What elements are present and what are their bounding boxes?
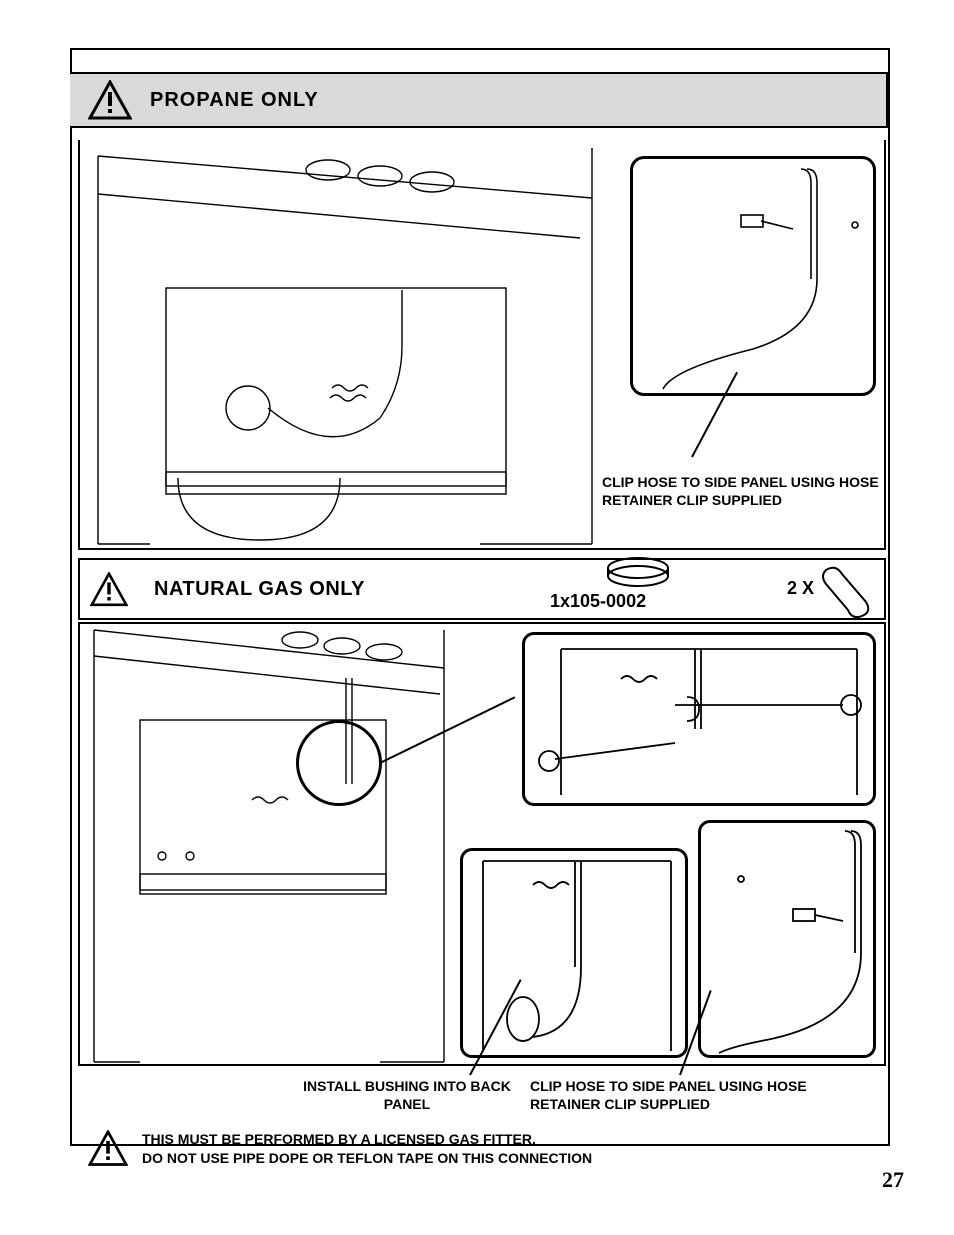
propane-inset-art: [633, 159, 879, 399]
ng-inset-c-art: [701, 823, 879, 1061]
ng-inset-a-art: [525, 635, 879, 809]
propane-banner-title: PROPANE ONLY: [150, 89, 319, 112]
ng-clip-label: CLIP HOSE TO SIDE PANEL USING HOSE RETAI…: [530, 1078, 870, 1113]
ng-detail-inset-clip: [698, 820, 876, 1058]
ng-detail-inset-wrenches: [522, 632, 876, 806]
warning-triangle-icon: [90, 572, 128, 606]
ng-bushing-label: INSTALL BUSHING INTO BACK PANEL: [302, 1078, 512, 1113]
warning-triangle-icon: [88, 1130, 128, 1166]
footer-warning-line1: THIS MUST BE PERFORMED BY A LICENSED GAS…: [142, 1130, 592, 1149]
propane-clip-label: CLIP HOSE TO SIDE PANEL USING HOSE RETAI…: [602, 474, 882, 509]
callout-circle: [296, 720, 382, 806]
natural-gas-banner: NATURAL GAS ONLY 1x105-0002 2 X: [78, 558, 886, 620]
page-number: 27: [882, 1167, 904, 1193]
warning-triangle-icon: [88, 80, 132, 120]
footer-warning: THIS MUST BE PERFORMED BY A LICENSED GAS…: [88, 1130, 592, 1168]
part-number: 1x105-0002: [550, 591, 646, 612]
bushing-icon: [602, 554, 674, 594]
quantity-label: 2 X: [787, 578, 814, 599]
propane-detail-inset: [630, 156, 876, 396]
wrench-icon: [818, 564, 872, 618]
natural-gas-banner-title: NATURAL GAS ONLY: [154, 578, 365, 601]
propane-banner: PROPANE ONLY: [70, 72, 888, 128]
footer-warning-line2: DO NOT USE PIPE DOPE OR TEFLON TAPE ON T…: [142, 1149, 592, 1168]
ng-inset-b-art: [463, 851, 691, 1061]
